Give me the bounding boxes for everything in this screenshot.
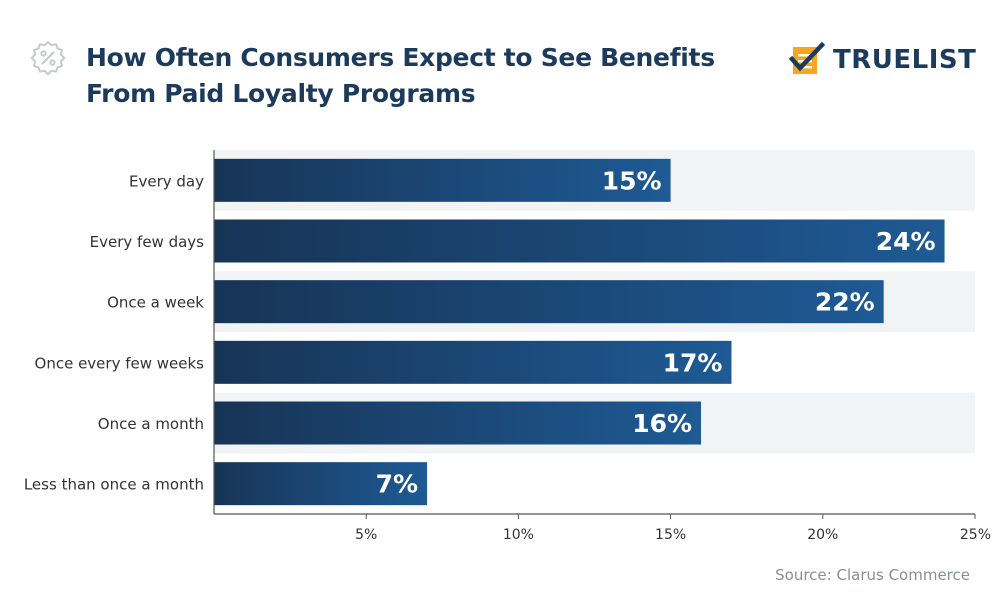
category-label: Every day (129, 172, 204, 190)
category-label: Once a month (98, 415, 204, 433)
bar (214, 401, 702, 445)
data-label: 15% (602, 166, 662, 195)
category-label: Once a week (107, 294, 204, 312)
x-tick-label: 10% (503, 527, 534, 543)
chart-title-line-2: From Paid Loyalty Programs (86, 79, 476, 108)
x-tick-label: 5% (355, 527, 377, 543)
checklist-icon (789, 42, 825, 74)
bar (214, 280, 884, 324)
bar (214, 340, 732, 384)
category-label: Once every few weeks (35, 354, 205, 372)
x-tick-label: 25% (960, 527, 991, 543)
brand-logo: TRUELIST (789, 42, 976, 78)
chart-title: How Often Consumers Expect to See Benefi… (86, 40, 766, 112)
bar (214, 158, 671, 202)
x-tick-label: 20% (807, 527, 838, 543)
data-label: 22% (815, 288, 875, 317)
data-label: 16% (632, 409, 692, 438)
bar (214, 462, 428, 506)
category-label: Less than once a month (24, 476, 204, 494)
data-label: 17% (663, 348, 723, 377)
chart-title-line-1: How Often Consumers Expect to See Benefi… (86, 43, 715, 72)
brand-name: TRUELIST (833, 45, 977, 75)
percent-badge-icon (30, 41, 66, 75)
category-label: Every few days (90, 233, 205, 251)
data-label: 24% (876, 227, 936, 256)
x-tick-label: 15% (655, 527, 686, 543)
source-note: Source: Clarus Commerce (775, 566, 970, 584)
bar (214, 219, 945, 263)
data-label: 7% (376, 470, 418, 499)
